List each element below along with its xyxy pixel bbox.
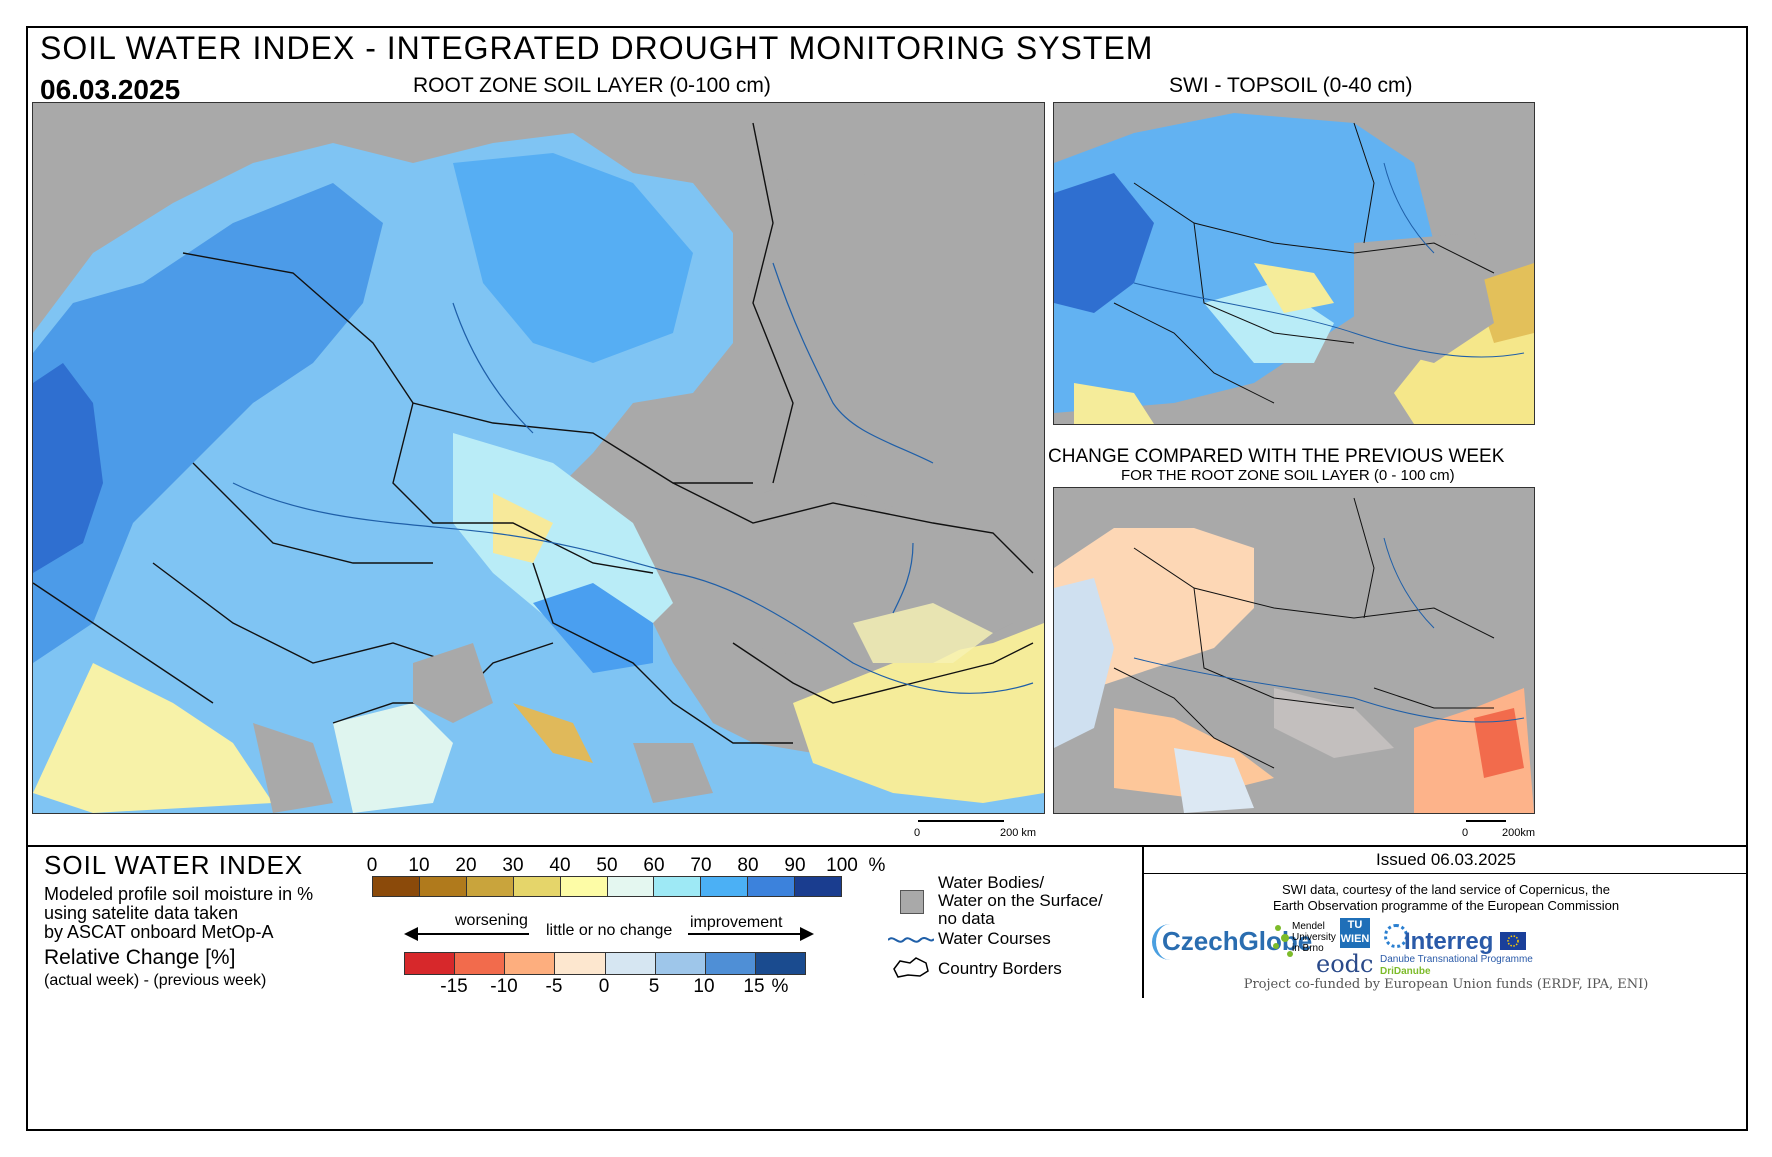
little-change-label: little or no change: [546, 922, 673, 939]
change-unit: %: [771, 976, 789, 997]
legend-divider: [26, 845, 1748, 847]
legend-desc-1: Modeled profile soil moisture in %: [44, 884, 314, 904]
swi-color-swatch: [701, 877, 749, 896]
czechglobe-logo-icon: [1152, 924, 1196, 960]
credits-divider: [1142, 847, 1144, 998]
swi-color-swatch: [373, 877, 420, 896]
water-bodies-swatch: [900, 890, 924, 914]
legend-desc-2: using satelite data taken: [44, 903, 239, 923]
swi-color-swatch: [654, 877, 702, 896]
change-color-swatch: [655, 953, 706, 974]
water-bodies-label: Water Bodies/ Water on the Surface/ no d…: [938, 874, 1103, 928]
change-scale-end: 200km: [1502, 827, 1536, 839]
change-color-swatch: [455, 953, 506, 974]
water-bodies-line-2: Water on the Surface/: [938, 891, 1103, 910]
issued-date: Issued 06.03.2025: [1376, 850, 1516, 869]
improvement-label: improvement: [690, 914, 783, 931]
dridanube-label: DriDanube: [1380, 966, 1431, 977]
swi-color-swatch: [748, 877, 796, 896]
mendel-logo: Mendel University in Brno: [1292, 921, 1336, 954]
swi-color-swatch: [795, 877, 842, 896]
change-color-swatch: [405, 953, 456, 974]
swi-color-swatch: [560, 877, 608, 896]
relative-change-title: Relative Change [%]: [44, 946, 236, 969]
credits-top-rule: [1144, 873, 1748, 874]
swi-tick: 100: [826, 855, 858, 876]
credits-line-2: Earth Observation programme of the Europ…: [1272, 898, 1620, 913]
funding-note: Project co-funded by European Union fund…: [1243, 977, 1649, 992]
change-color-swatch: [605, 953, 656, 974]
swi-color-swatch: [607, 877, 655, 896]
change-tick: 15: [743, 976, 765, 997]
swi-color-swatch: [513, 877, 561, 896]
change-map-label: CHANGE COMPARED WITH THE PREVIOUS WEEK: [1048, 446, 1505, 467]
swi-ticks: 0 10 20 30 40 50 60 70 80 90 100 %: [367, 855, 886, 877]
change-ticks: -15 -10 -5 0 5 10 15 %: [404, 976, 824, 998]
main-map-scalebar: 0 200 km: [914, 818, 1044, 839]
water-bodies-line-1: Water Bodies/: [938, 873, 1045, 892]
change-map: [1053, 487, 1535, 814]
eu-flag-icon: [1500, 932, 1526, 950]
change-tick: -15: [440, 976, 468, 997]
main-scale-end: 200 km: [1000, 827, 1037, 839]
legend-desc-3: by ASCAT onboard MetOp-A: [44, 922, 274, 942]
country-border-icon: [890, 955, 932, 979]
swi-tick: 30: [502, 855, 524, 876]
worsening-label: worsening: [455, 912, 528, 929]
change-color-swatch: [555, 953, 606, 974]
swi-tick: 10: [408, 855, 430, 876]
tuwien-logo: TU WIEN: [1340, 918, 1370, 948]
arrow-left-icon: [404, 927, 418, 941]
page-title: SOIL WATER INDEX - INTEGRATED DROUGHT MO…: [40, 30, 1154, 66]
main-scale-start: 0: [914, 827, 921, 839]
swi-tick: 40: [549, 855, 571, 876]
swi-unit: %: [868, 855, 886, 876]
eodc-logo: eodc: [1316, 950, 1374, 978]
arrow-right-icon: [800, 927, 814, 941]
change-tick: -5: [545, 976, 563, 997]
mendel-logo-icon: [1270, 922, 1300, 962]
topsoil-map-label: SWI - TOPSOIL (0-40 cm): [1169, 74, 1413, 97]
swi-color-swatch: [419, 877, 467, 896]
change-color-swatch: [505, 953, 556, 974]
worsening-arrow: [404, 924, 529, 944]
swi-color-swatch: [466, 877, 514, 896]
swi-tick: 70: [690, 855, 712, 876]
improvement-arrow: [688, 924, 816, 944]
swi-tick: 50: [596, 855, 618, 876]
change-tick: 0: [598, 976, 610, 997]
interreg-logo-icon: [1384, 924, 1408, 948]
change-scale-start: 0: [1462, 827, 1469, 839]
water-bodies-line-3: no data: [938, 909, 995, 928]
water-courses-label: Water Courses: [938, 929, 1051, 948]
swi-tick: 60: [643, 855, 665, 876]
country-borders-label: Country Borders: [938, 959, 1062, 978]
swi-tick: 90: [784, 855, 806, 876]
change-map-sublabel: FOR THE ROOT ZONE SOIL LAYER (0 - 100 cm…: [1121, 467, 1455, 484]
legend-title: SOIL WATER INDEX: [44, 850, 304, 880]
topsoil-map-graphic: [1054, 103, 1534, 424]
change-color-swatch: [705, 953, 756, 974]
interreg-logo: Interreg: [1404, 928, 1494, 955]
main-map: [32, 102, 1045, 814]
change-map-graphic: [1054, 488, 1534, 813]
credits-line-1: SWI data, courtesy of the land service o…: [1281, 882, 1611, 897]
relative-change-sub: (actual week) - (previous week): [44, 972, 267, 989]
change-map-scalebar: 0 200km: [1462, 818, 1552, 839]
map-date: 06.03.2025: [40, 74, 181, 105]
swi-tick: 0: [366, 855, 378, 876]
change-tick: -10: [490, 976, 518, 997]
swi-color-bar: [372, 876, 842, 897]
change-color-bar: [404, 952, 806, 975]
main-map-graphic: [33, 103, 1044, 813]
water-course-icon: [887, 932, 935, 946]
topsoil-map: [1053, 102, 1535, 425]
change-tick: 10: [693, 976, 715, 997]
change-color-swatch: [755, 953, 805, 974]
danube-programme-label: Danube Transnational Programme: [1380, 954, 1533, 965]
main-map-label: ROOT ZONE SOIL LAYER (0-100 cm): [413, 74, 771, 97]
swi-tick: 80: [737, 855, 759, 876]
change-tick: 5: [648, 976, 660, 997]
swi-tick: 20: [455, 855, 477, 876]
